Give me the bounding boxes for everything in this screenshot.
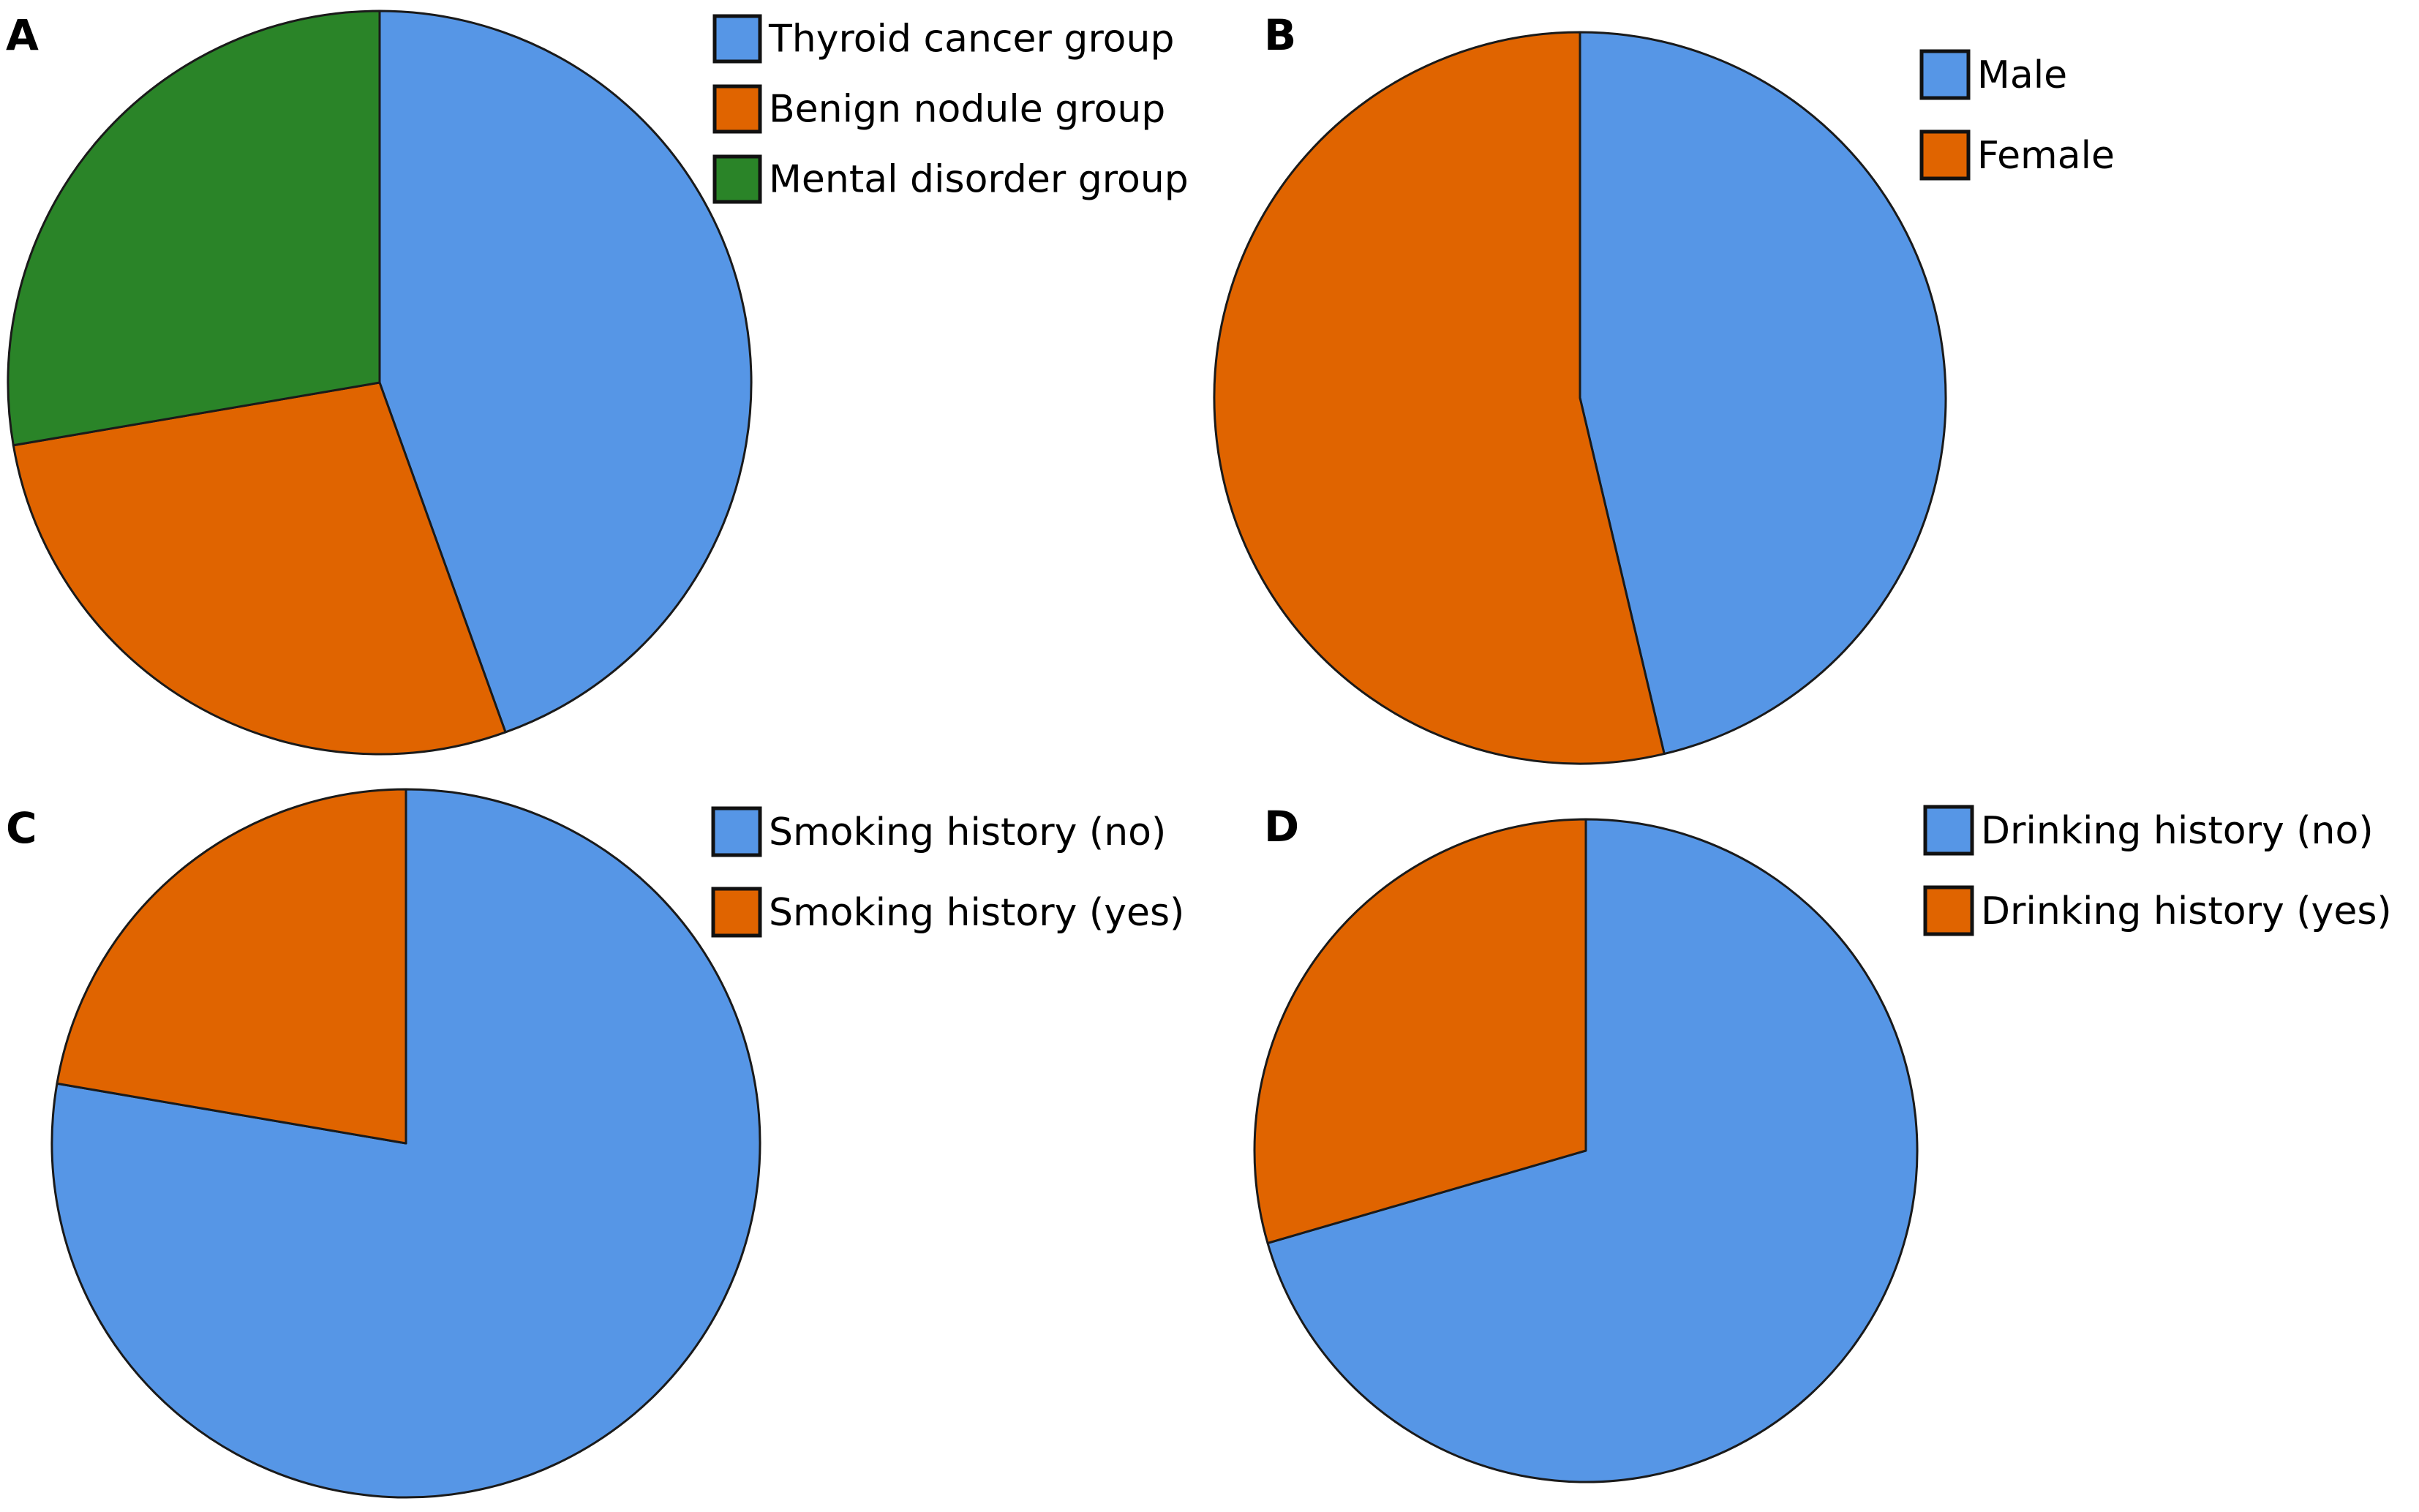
pie-slice-drinking-history-no (1266, 818, 1919, 1483)
legend-swatch (1923, 805, 1974, 856)
pie-slice-benign-nodule-group (12, 381, 507, 756)
pie-d (1253, 818, 1919, 1483)
legend-item-female: Female (1919, 129, 2115, 181)
legend-item-smoking-history-no: Smoking history (no) (711, 806, 1166, 857)
pie-slice-male (1579, 31, 1947, 756)
legend-swatch (711, 887, 762, 938)
panel-label-b: B (1264, 10, 1296, 60)
legend-label: Drinking history (yes) (1981, 889, 2392, 933)
legend-d: Drinking history (no) Drinking history (y… (1923, 805, 2392, 936)
panel-c: C Smoking history (no) Smoking history (y… (6, 788, 1184, 1499)
pie-c (50, 788, 761, 1499)
legend-b: Male Female (1919, 49, 2115, 181)
legend-label: Male (1977, 53, 2067, 97)
pie-a (7, 10, 753, 756)
panel-label-c: C (6, 803, 37, 853)
legend-swatch (1919, 129, 1971, 181)
legend-label: Smoking history (no) (769, 810, 1166, 854)
legend-item-benign-nodule-group: Benign nodule group (712, 84, 1165, 134)
legend-c: Smoking history (no) Smoking history (yes… (711, 806, 1184, 938)
legend-item-drinking-history-yes: Drinking history (yes) (1923, 885, 2392, 936)
panel-label-a: A (6, 10, 39, 60)
legend-swatch (1919, 49, 1971, 100)
legend-item-drinking-history-no: Drinking history (no) (1923, 805, 2374, 856)
pie-slice-mental-disorder-group (7, 10, 381, 447)
legend-swatch (712, 14, 762, 64)
legend-swatch (711, 806, 762, 857)
legend-label: Drinking history (no) (1981, 809, 2374, 853)
legend-swatch (712, 154, 762, 204)
pie-slice-thyroid-cancer-group (378, 10, 753, 734)
legend-swatch (1923, 885, 1974, 936)
legend-item-male: Male (1919, 49, 2067, 100)
legend-label: Thyroid cancer group (768, 17, 1174, 61)
legend-label: Benign nodule group (769, 87, 1165, 131)
legend-label: Female (1977, 134, 2115, 178)
panel-d: D Drinking history (no)Drinking history … (1253, 802, 2392, 1483)
legend-item-mental-disorder-group: Mental disorder group (712, 154, 1189, 204)
legend-label: Mental disorder group (769, 157, 1189, 201)
panel-a: A Thyroid cancer group Benign nodule grou… (6, 10, 1189, 756)
pie-slice-drinking-history-yes (1253, 818, 1587, 1244)
pie-b (1213, 31, 1947, 765)
legend-item-smoking-history-yes: Smoking history (yes) (711, 887, 1184, 938)
legend-label: Smoking history (yes) (769, 891, 1184, 935)
pie-slice-smoking-history-yes (56, 788, 407, 1145)
panel-label-d: D (1264, 802, 1299, 851)
legend-swatch (712, 84, 762, 134)
panel-b: B Male Female (1213, 10, 2115, 765)
legend-item-thyroid-cancer-group: Thyroid cancer group (712, 14, 1174, 64)
pie-slice-female (1213, 31, 1666, 765)
legend-a: Thyroid cancer group Benign nodule group M… (712, 14, 1189, 204)
